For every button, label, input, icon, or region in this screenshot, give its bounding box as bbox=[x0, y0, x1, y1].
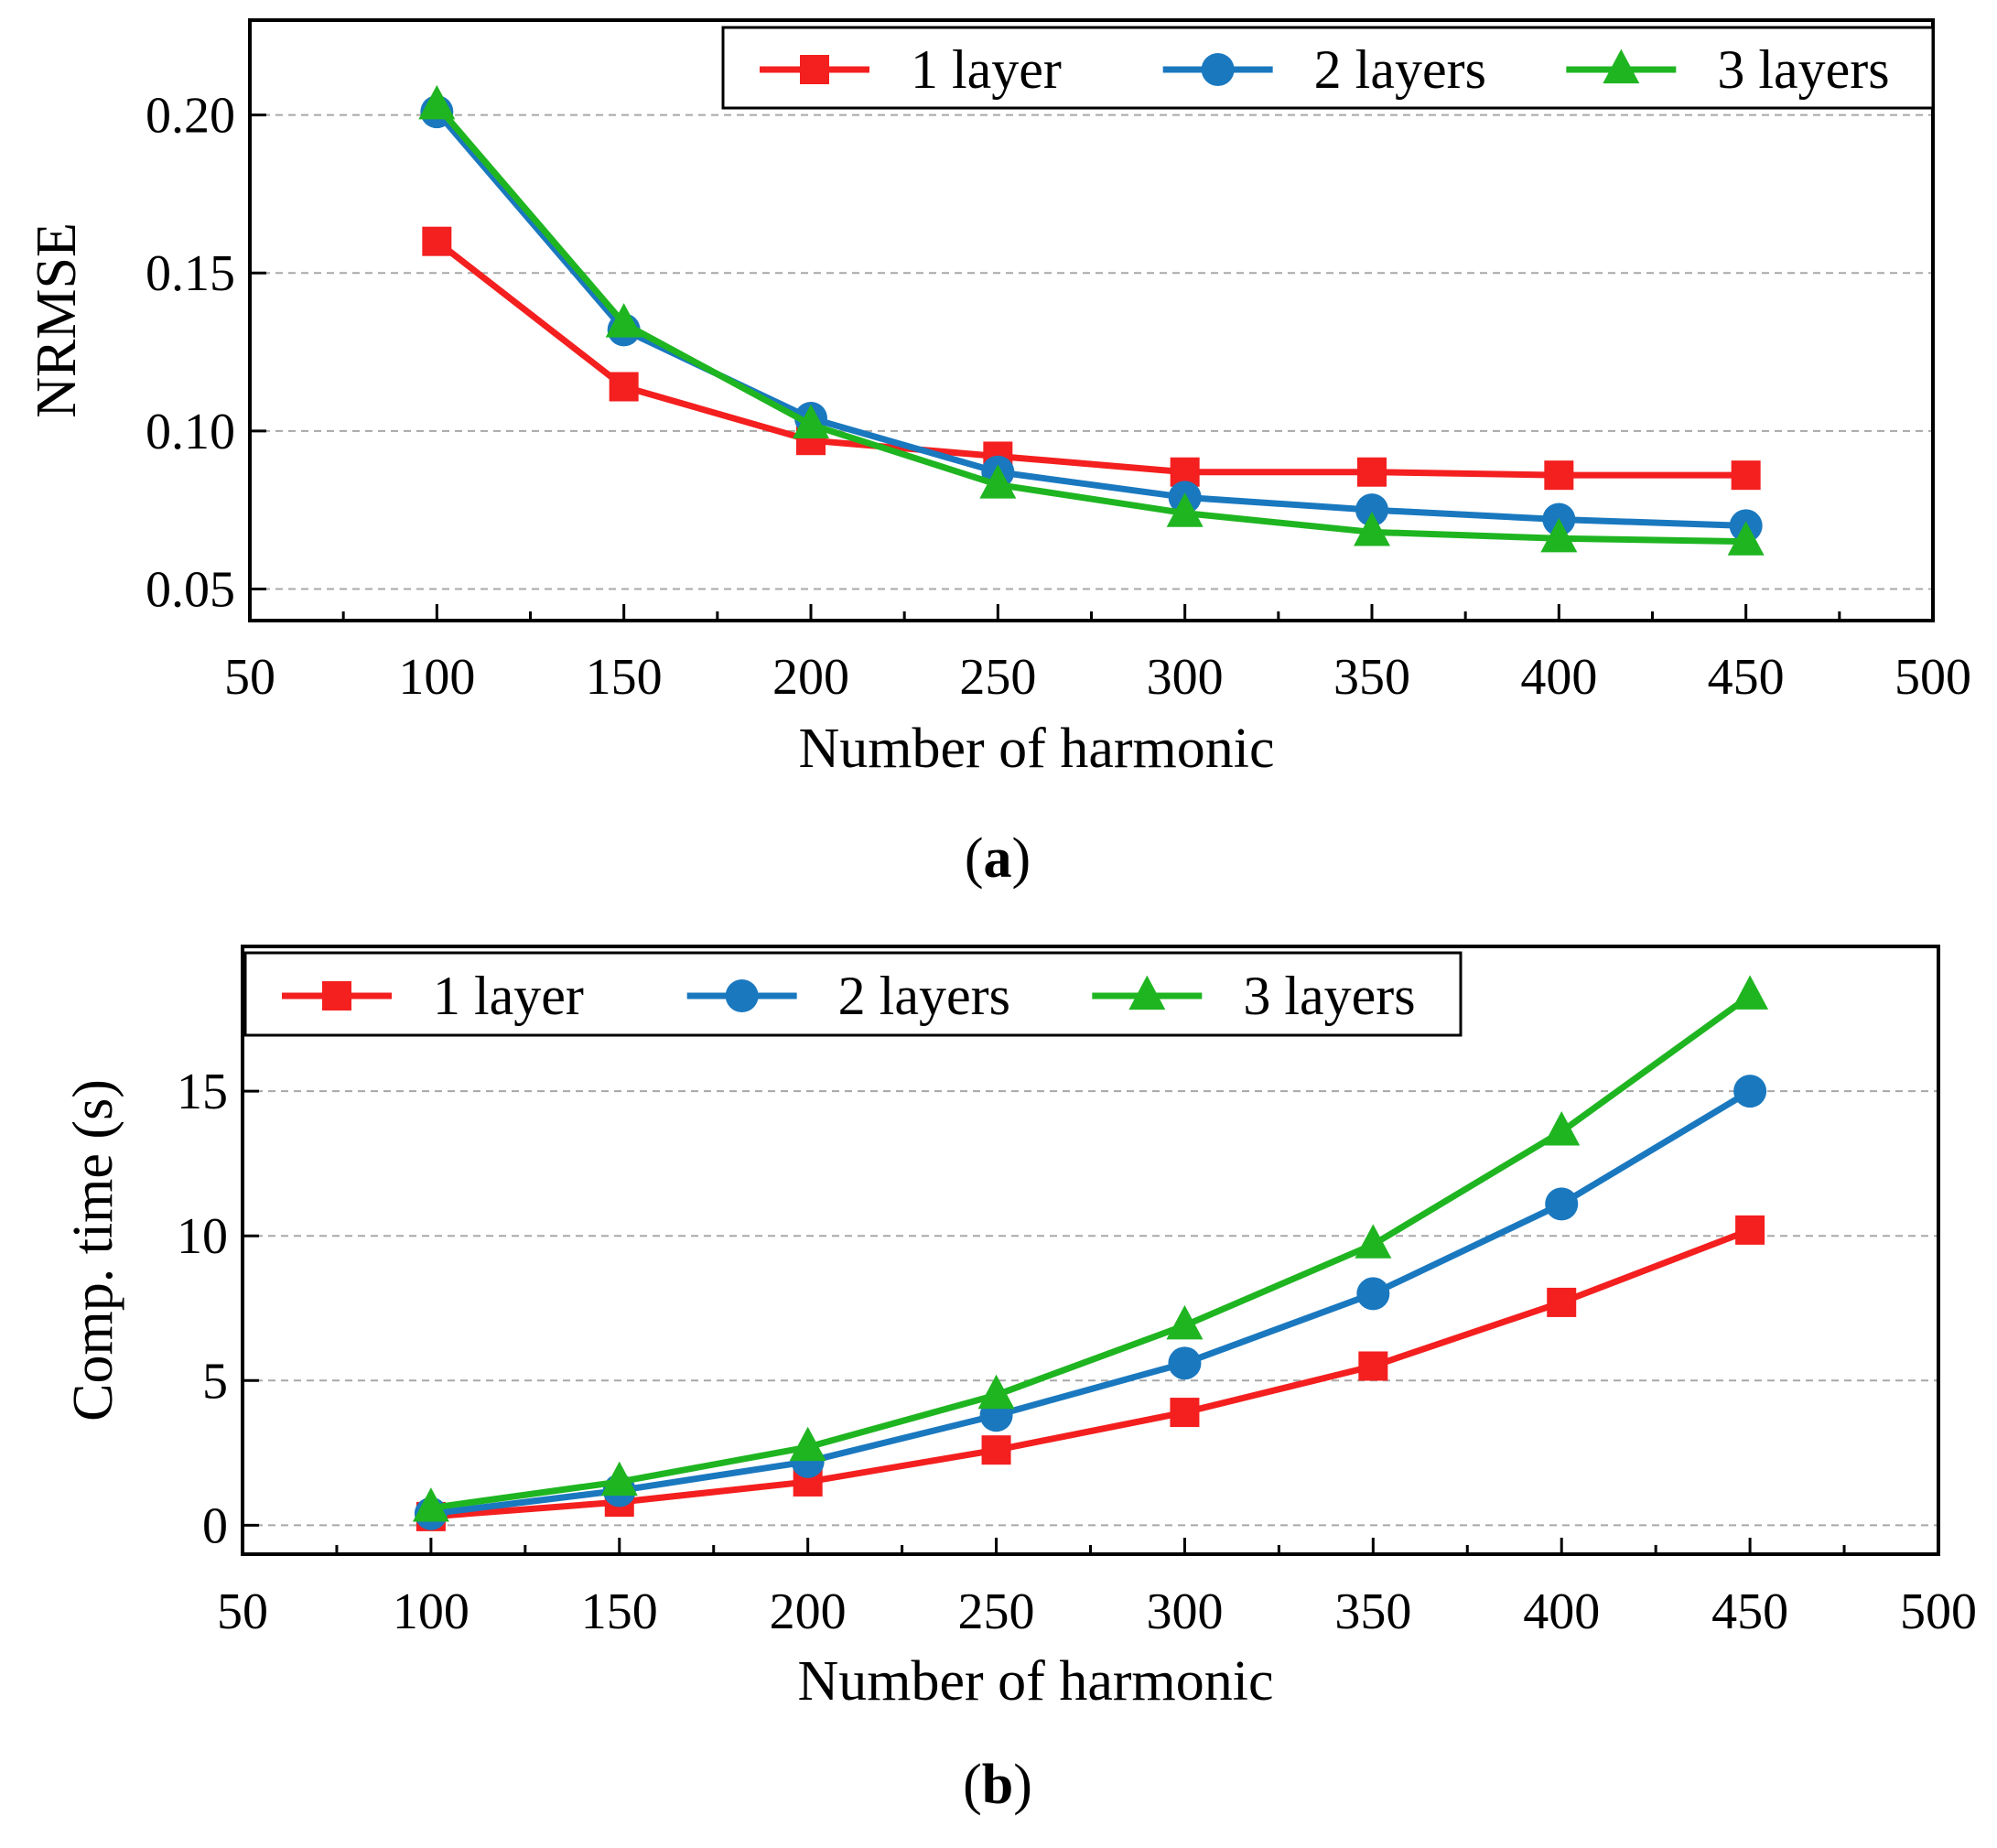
legend-label-3-layers: 3 layers bbox=[1243, 966, 1415, 1026]
legend-marker-3-layers bbox=[1603, 49, 1640, 84]
data-point-3-layers bbox=[977, 1374, 1015, 1410]
plot-frame bbox=[241, 945, 1940, 1556]
legend: 1 layer 2 layers 3 layers bbox=[243, 951, 1463, 1037]
x-tick-label: 500 bbox=[1894, 649, 1971, 706]
y-tick-label: 5 bbox=[202, 1353, 228, 1410]
legend: 1 layer 2 layers 3 layers bbox=[721, 26, 1935, 110]
legend-marker-1-layer bbox=[800, 55, 829, 84]
data-point-1-layer bbox=[1357, 457, 1387, 487]
x-tick-label: 300 bbox=[1146, 1583, 1223, 1640]
data-point-2-layers bbox=[1168, 1346, 1202, 1380]
x-tick-label: 50 bbox=[217, 1583, 268, 1640]
data-point-2-layers bbox=[1733, 1075, 1767, 1108]
data-point-3-layers bbox=[1355, 1224, 1392, 1259]
series-3-layers bbox=[412, 975, 1769, 1522]
legend-box bbox=[721, 26, 1935, 110]
legend-label-2-layers: 2 layers bbox=[838, 966, 1010, 1026]
legend-label-3-layers: 3 layers bbox=[1717, 39, 1889, 100]
data-point-2-layers bbox=[1545, 1187, 1579, 1221]
y-tick-label: 0 bbox=[202, 1497, 228, 1554]
data-point-2-layers bbox=[1355, 493, 1388, 527]
data-point-3-layers bbox=[789, 1426, 826, 1462]
x-tick-label: 100 bbox=[398, 649, 475, 706]
series-line-2-layers bbox=[434, 109, 1746, 529]
series-line-2-layers bbox=[430, 1088, 1752, 1518]
data-point-3-layers bbox=[1543, 1111, 1581, 1146]
x-tick-label: 200 bbox=[772, 649, 849, 706]
data-point-3-layers bbox=[418, 84, 456, 120]
y-tick-label: 0.05 bbox=[146, 561, 235, 618]
plot-frame bbox=[248, 18, 1935, 622]
data-point-3-layers bbox=[600, 1461, 638, 1497]
series-line-1-layer bbox=[430, 1227, 1752, 1520]
data-point-3-layers bbox=[1727, 521, 1765, 556]
x-tick-label: 400 bbox=[1523, 1583, 1600, 1640]
x-tick-label: 400 bbox=[1520, 649, 1597, 706]
data-point-3-layers bbox=[1166, 492, 1204, 527]
x-tick-label: 350 bbox=[1334, 1583, 1411, 1640]
data-point-1-layer bbox=[981, 1435, 1011, 1465]
legend-label-1-layer: 1 layer bbox=[433, 966, 584, 1026]
legend-marker-2-layers bbox=[725, 979, 759, 1012]
data-point-3-layers bbox=[1732, 975, 1769, 1010]
y-tick-label: 10 bbox=[177, 1208, 228, 1265]
y-tick-label: 0.15 bbox=[146, 245, 235, 302]
data-point-1-layer bbox=[1731, 460, 1761, 491]
series-line-3-layers bbox=[434, 103, 1746, 546]
data-point-1-layer bbox=[1544, 460, 1574, 491]
data-point-2-layers bbox=[1356, 1277, 1390, 1311]
y-axis-title: NRMSE bbox=[26, 222, 88, 418]
panel-label: (a) bbox=[965, 827, 1031, 890]
y-tick-label: 0.10 bbox=[146, 404, 235, 460]
data-point-3-layers bbox=[1540, 517, 1578, 553]
data-point-1-layer bbox=[422, 226, 452, 256]
data-point-3-layers bbox=[412, 1487, 449, 1522]
chart-nrmse: 50 100 150 200 250 300 350 400 450 500 0.05 0.10 0.1… bbox=[26, 18, 1971, 890]
data-point-1-layer bbox=[1170, 1398, 1200, 1428]
legend-marker-2-layers bbox=[1201, 53, 1235, 86]
x-tick-label: 300 bbox=[1147, 649, 1224, 706]
data-point-1-layer bbox=[1358, 1351, 1388, 1381]
data-point-1-layer bbox=[1735, 1215, 1765, 1245]
data-point-1-layer bbox=[609, 372, 639, 402]
x-axis-title: Number of harmonic bbox=[799, 718, 1275, 780]
x-axis-title: Number of harmonic bbox=[798, 1650, 1274, 1713]
x-tick-label: 50 bbox=[224, 649, 275, 706]
series-line-3-layers bbox=[430, 992, 1753, 1511]
data-point-3-layers bbox=[1166, 1304, 1204, 1340]
legend-marker-1-layer bbox=[322, 981, 351, 1010]
series-line-1-layer bbox=[435, 238, 1746, 479]
series-1-layer bbox=[422, 226, 1761, 491]
y-axis-title: Comp. time (s) bbox=[62, 1079, 124, 1421]
data-point-1-layer bbox=[1547, 1287, 1577, 1317]
x-tick-label: 200 bbox=[770, 1583, 847, 1640]
legend-marker-3-layers bbox=[1128, 975, 1166, 1010]
x-tick-label: 250 bbox=[958, 1583, 1035, 1640]
x-tick-label: 150 bbox=[586, 649, 663, 706]
x-tick-label: 500 bbox=[1900, 1583, 1977, 1640]
legend-box bbox=[243, 951, 1463, 1037]
data-point-3-layers bbox=[979, 464, 1017, 499]
y-tick-label: 15 bbox=[177, 1064, 228, 1120]
x-tick-label: 450 bbox=[1708, 649, 1785, 706]
x-tick-label: 150 bbox=[581, 1583, 658, 1640]
x-tick-label: 450 bbox=[1711, 1583, 1788, 1640]
data-point-3-layers bbox=[1354, 512, 1390, 546]
x-tick-label: 100 bbox=[393, 1583, 470, 1640]
y-tick-label: 0.20 bbox=[146, 88, 235, 145]
x-tick-label: 250 bbox=[959, 649, 1036, 706]
chart-computation-time: 50 100 150 200 250 300 350 400 450 500 0 5 10 15 Numbe… bbox=[62, 945, 1977, 1816]
legend-label-1-layer: 1 layer bbox=[911, 39, 1062, 100]
panel-label: (b) bbox=[963, 1754, 1032, 1816]
legend-label-2-layers: 2 layers bbox=[1314, 39, 1486, 100]
data-point-3-layers bbox=[605, 303, 642, 338]
series-3-layers bbox=[418, 84, 1765, 556]
x-tick-label: 350 bbox=[1333, 649, 1410, 706]
data-point-3-layers bbox=[793, 404, 829, 439]
